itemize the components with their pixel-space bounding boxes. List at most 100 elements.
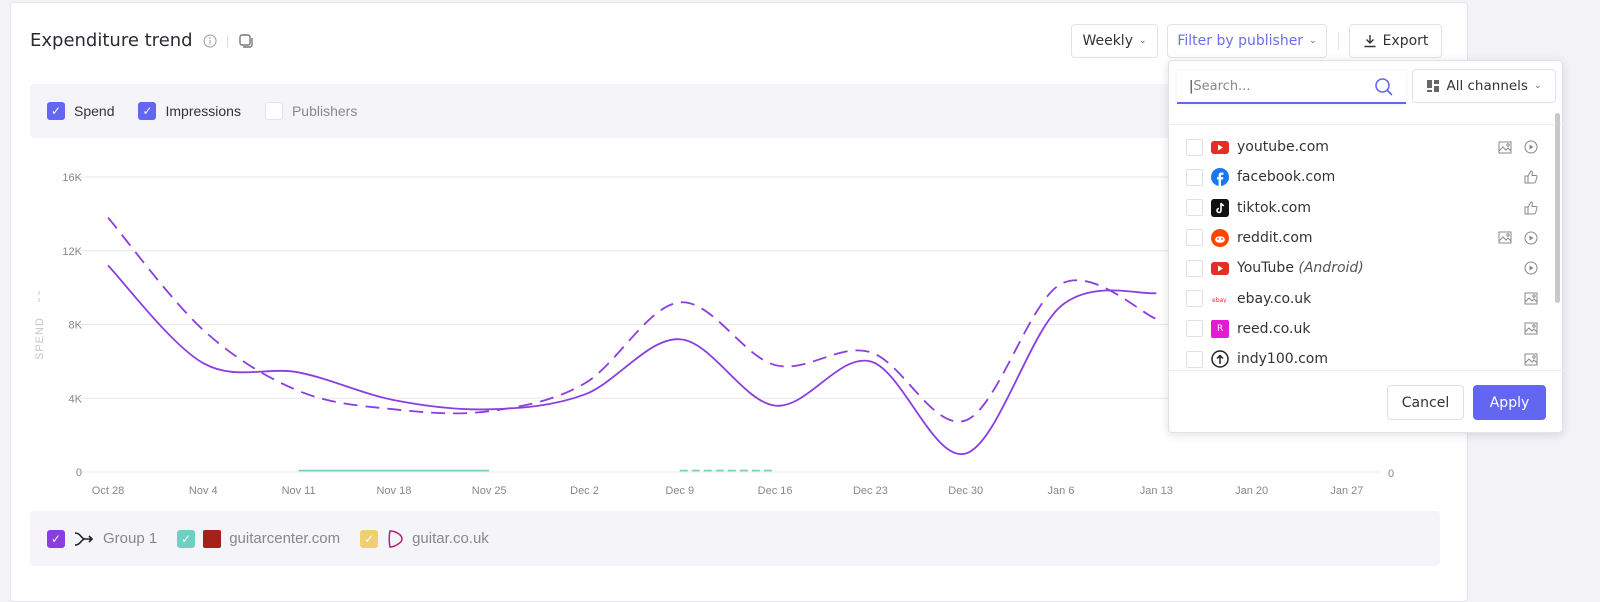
publisher-name: youtube.com [1237,139,1329,155]
copy-icon[interactable] [238,33,254,49]
cancel-button[interactable]: Cancel [1387,385,1464,420]
channels-dropdown[interactable]: All channels ⌄ [1412,69,1556,103]
filter-label: Filter by publisher [1177,33,1304,49]
scrollbar[interactable] [1555,113,1560,303]
toggle-impressions[interactable]: ✓ Impressions [138,102,241,120]
legend-item-guitarcenter[interactable]: ✓ guitarcenter.com [177,529,340,548]
export-button[interactable]: Export [1349,24,1442,58]
image-icon [1498,231,1512,245]
legend-item-guitar-co-uk[interactable]: ✓ guitar.co.uk [360,529,489,549]
x-tick-label: Nov 11 [282,485,316,497]
series-line-impressions-1 [107,264,1157,455]
video-icon [1524,231,1538,245]
checkbox-checked-icon[interactable]: ✓ [177,529,196,548]
publisher-checkbox[interactable] [1186,138,1203,156]
apply-button[interactable]: Apply [1473,385,1546,420]
y-tick-label: 8K [69,320,83,332]
toggle-label: Spend [74,103,115,119]
publisher-row-indy100[interactable]: indy100.com [1169,344,1549,370]
svg-text:R: R [1217,324,1223,334]
video-icon [1524,140,1538,154]
publisher-checkbox[interactable] [1186,290,1203,307]
publisher-checkbox[interactable] [1186,259,1203,277]
y-tick-label: 4K [69,393,83,405]
legend-label: Group 1 [103,530,158,547]
video-icon [1524,261,1538,275]
search-icon[interactable] [1374,77,1394,97]
card-header: Expenditure trend [30,30,254,51]
checkbox-unchecked-icon[interactable] [264,102,283,120]
checkbox-checked-icon[interactable]: ✓ [138,102,157,120]
publisher-row-youtube[interactable]: YouTube (Android) [1169,253,1549,283]
x-tick-label: Jan 13 [1140,485,1173,497]
toggle-spend[interactable]: ✓ Spend [47,102,114,120]
y-axis-label: SPEND [34,317,46,360]
export-label: Export [1382,33,1429,49]
guitar-pick-icon [388,529,403,548]
publisher-row-ebay[interactable]: ebay ebay.co.uk [1169,284,1549,314]
image-icon [1524,322,1538,336]
x-tick-label: Nov 4 [189,485,218,497]
x-tick-label: Dec 16 [758,485,793,497]
checkbox-checked-icon[interactable]: ✓ [360,529,379,548]
search-input[interactable]: | Search... [1177,71,1406,104]
toggle-publishers[interactable]: Publishers [264,102,357,120]
publisher-name: ebay.co.uk [1237,290,1312,307]
channels-grid-icon [1427,80,1440,92]
publisher-row-youtube[interactable]: youtube.com [1169,132,1549,162]
y2-tick: 0 [1388,468,1394,480]
publisher-name: indy100.com [1237,351,1329,368]
channels-label: All channels [1446,78,1528,94]
x-tick-label: Dec 23 [853,485,888,497]
y-tick-label: 12K [62,246,82,258]
toggle-label: Impressions [165,103,241,119]
youtube-logo-icon [1211,259,1229,277]
publisher-name: reed.co.uk [1237,320,1311,337]
info-icon[interactable] [203,34,217,48]
publisher-checkbox[interactable] [1186,229,1203,247]
publisher-list: youtube.com facebook.com tiktok.com reddit.… [1169,124,1564,370]
period-label: Weekly [1082,33,1133,49]
divider [1338,32,1339,50]
publisher-checkbox[interactable] [1186,199,1203,217]
text-cursor: | [1189,79,1194,94]
tiktok-logo-icon [1211,198,1229,217]
publisher-checkbox[interactable] [1186,320,1203,338]
legend-label: guitar.co.uk [412,530,489,547]
social-like-icon [1524,201,1538,215]
x-tick-label: Oct 28 [92,485,124,497]
image-icon [1498,140,1512,154]
x-tick-label: Jan 6 [1048,485,1075,497]
filter-by-publisher-button[interactable]: Filter by publisher ⌄ [1167,24,1327,58]
reed-logo-icon: R [1211,319,1229,338]
chevron-down-icon: ⌄ [1309,36,1317,46]
publisher-name: reddit.com [1237,229,1313,246]
publisher-name: facebook.com [1237,169,1336,186]
image-icon [1524,352,1538,366]
indy100-logo-icon [1211,350,1229,368]
publisher-checkbox[interactable] [1186,168,1203,186]
page-title: Expenditure trend [30,30,193,51]
publisher-name: YouTube (Android) [1237,260,1364,277]
publisher-name: tiktok.com [1237,199,1311,216]
series-legend: ✓ Group 1 ✓ guitarcenter.com ✓ guitar.co… [30,511,1440,566]
publisher-row-tiktok[interactable]: tiktok.com [1169,193,1549,223]
period-dropdown[interactable]: Weekly ⌄ [1071,24,1158,58]
publisher-filter-popup: | Search... All channels ⌄ youtube.com fac… [1168,60,1564,433]
publisher-row-reddit[interactable]: reddit.com [1169,223,1549,253]
guitarcenter-logo-icon [203,529,222,548]
merge-arrow-icon [74,531,94,546]
svg-text:ebay: ebay [1212,297,1227,303]
chevron-down-icon: ⌄ [1533,81,1542,91]
x-tick-label: Jan 20 [1235,485,1268,497]
youtube-logo-icon [1211,138,1229,156]
checkbox-checked-icon[interactable]: ✓ [47,102,65,120]
publisher-checkbox[interactable] [1186,350,1203,368]
checkbox-checked-icon[interactable]: ✓ [47,529,65,548]
social-like-icon [1524,170,1538,184]
x-tick-label: Dec 9 [665,485,694,497]
search-placeholder: Search... [1193,79,1251,94]
publisher-row-facebook[interactable]: facebook.com [1169,162,1549,192]
legend-item-group-1[interactable]: ✓ Group 1 [47,529,158,548]
